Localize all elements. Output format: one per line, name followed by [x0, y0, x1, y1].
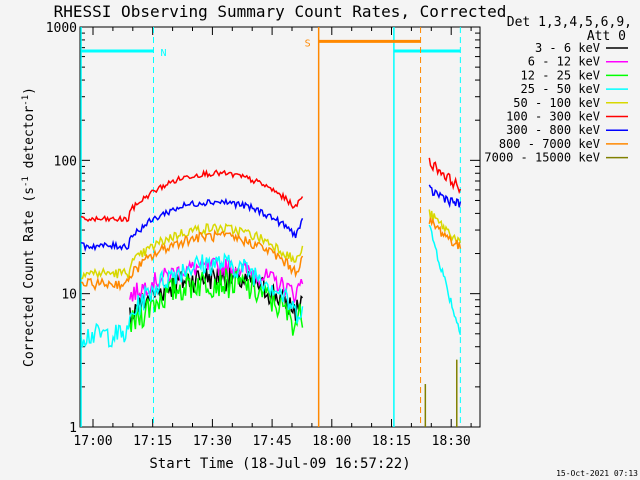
x-tick-label: 17:30: [193, 434, 232, 449]
y-axis-label-mid: detector: [22, 106, 37, 177]
series-line: [81, 228, 304, 292]
axis-ticks: 17:00 17:15 17:30 17:45 18:00 18:15 18:30 1 10 10…: [46, 21, 480, 449]
y-axis-label: Corrected Count Rate (s-1 detector-1): [21, 87, 37, 367]
x-tick-label: 17:00: [73, 434, 112, 449]
legend-entry-label: 300 - 800 keV: [506, 123, 600, 137]
series-line: [80, 197, 304, 253]
time-markers: NS: [80, 27, 461, 427]
y-axis-label-sup2: -1: [21, 95, 31, 106]
x-axis-label: Start Time (18-Jul-09 16:57:22): [149, 456, 410, 472]
saa-marker-label: S: [305, 38, 311, 49]
legend-header-line-2: Att 0: [587, 29, 626, 44]
legend-entry-label: 100 - 300 keV: [506, 110, 600, 124]
series-lines: [80, 157, 462, 427]
y-axis-label-end: ): [22, 87, 37, 95]
y-tick-label: 1000: [46, 21, 77, 36]
legend-entry-label: 50 - 100 keV: [513, 96, 600, 110]
chart-title: RHESSI Observing Summary Count Rates, Co…: [54, 2, 507, 21]
series-line: [80, 252, 304, 348]
series-line-post: [428, 157, 462, 195]
y-tick-label: 1: [69, 421, 77, 436]
x-tick-label: 18:15: [372, 434, 411, 449]
x-tick-label: 17:45: [253, 434, 292, 449]
y-axis-label-main: Corrected Count Rate (s: [22, 187, 37, 367]
legend-entry-label: 12 - 25 keV: [521, 68, 600, 82]
y-axis-label-sup1: -1: [21, 176, 31, 187]
x-tick-label: 17:15: [133, 434, 172, 449]
legend-entry-label: 3 - 6 keV: [535, 41, 600, 55]
series-line: [81, 222, 304, 280]
night-marker-label: N: [160, 48, 166, 59]
plot-frame: [79, 26, 481, 428]
x-tick-label: 18:30: [432, 434, 471, 449]
legend-entry-label: 7000 - 15000 keV: [484, 151, 600, 165]
x-tick-label: 18:00: [312, 434, 351, 449]
legend-entry-label: 25 - 50 keV: [521, 82, 600, 96]
y-tick-label: 10: [61, 288, 77, 303]
series-line-post: [428, 224, 462, 336]
footer-timestamp: 15-Oct-2021 07:13: [556, 469, 638, 478]
legend-entry-label: 800 - 7000 keV: [499, 137, 600, 151]
series-line-post: [428, 217, 462, 250]
legend-entry-label: 6 - 12 keV: [528, 55, 600, 69]
y-tick-label: 100: [54, 154, 77, 169]
legend-header-line-1: Det 1,3,4,5,6,9,: [507, 15, 632, 30]
series-line: [80, 169, 304, 223]
series-line-post: [428, 184, 462, 209]
